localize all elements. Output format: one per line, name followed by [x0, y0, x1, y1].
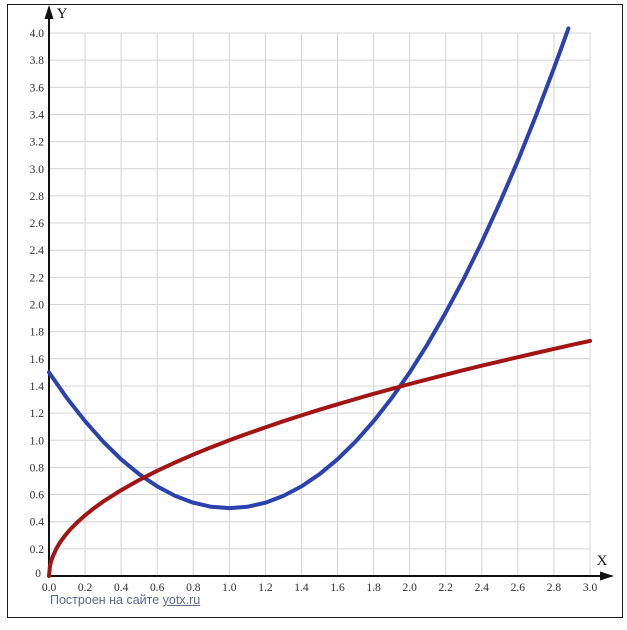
x-tick-label: 0.2: [78, 582, 93, 594]
y-tick-label: 2.8: [30, 191, 45, 203]
y-tick-label: 3.6: [30, 82, 45, 94]
y-tick-label: 1.8: [30, 327, 45, 339]
x-tick-label: 3.0: [583, 582, 598, 594]
y-tick-label: 1.6: [30, 354, 45, 366]
x-tick-label: 0.8: [186, 582, 201, 594]
x-tick-label: 1.4: [294, 582, 309, 594]
x-axis-label: X: [597, 553, 608, 569]
x-tick-label: 2.6: [511, 582, 526, 594]
x-tick-label: 1.0: [222, 582, 237, 594]
y-tick-label: 2.0: [30, 300, 45, 312]
y-tick-label: 1.0: [30, 435, 45, 447]
y-tick-label: 3.0: [30, 164, 45, 176]
x-tick-label: 2.8: [547, 582, 562, 594]
data-series: [47, 26, 592, 578]
footer-credit-text: Построен на сайте: [50, 593, 163, 607]
y-tick-label: 0.8: [30, 462, 45, 474]
axes: [44, 5, 614, 581]
y-tick-label: 1.2: [30, 408, 45, 420]
footer-credit: Построен на сайте yotx.ru: [50, 593, 200, 607]
x-tick-label: 1.8: [366, 582, 381, 594]
y-tick-label: 3.8: [30, 55, 45, 67]
blue-parabola-curve: [47, 26, 571, 511]
x-tick-label: 2.2: [439, 582, 454, 594]
chart-border-frame: [7, 4, 623, 618]
yotx-link[interactable]: yotx.ru: [162, 593, 201, 607]
x-tick-label: 0.4: [114, 582, 129, 594]
red-sqrt-curve: [47, 338, 592, 578]
y-axis-arrow-icon: [44, 5, 54, 19]
y-tick-label: 0.2: [30, 544, 45, 556]
y-tick-label: 3.4: [30, 109, 45, 121]
y-axis-label: Y: [57, 6, 68, 22]
x-axis-arrow-icon: [600, 571, 614, 581]
x-tick-label: 0.0: [42, 582, 57, 594]
x-tick-label: 0.6: [150, 582, 165, 594]
y-tick-label: 2.2: [30, 272, 45, 284]
tick-labels: 0.0 0.2 0.4 0.6 0.8 1.0 1.2 1.4 1.6 1.8 2.0 2.2 2.4 2…: [30, 28, 598, 594]
grid-lines: [49, 32, 591, 576]
x-tick-label: 2.4: [475, 582, 490, 594]
x-tick-label: 1.6: [330, 582, 345, 594]
y-tick-label: 0.4: [30, 517, 45, 529]
y-tick-label: 3.2: [30, 137, 45, 149]
y-tick-label: 2.4: [30, 245, 45, 257]
y-tick-label: 2.6: [30, 218, 45, 230]
origin-tick-label: 0: [35, 568, 41, 580]
y-tick-label: 1.4: [30, 381, 45, 393]
x-tick-label: 1.2: [258, 582, 273, 594]
y-tick-label: 4.0: [30, 28, 45, 40]
y-tick-label: 0.6: [30, 490, 45, 502]
x-tick-label: 2.0: [402, 582, 417, 594]
